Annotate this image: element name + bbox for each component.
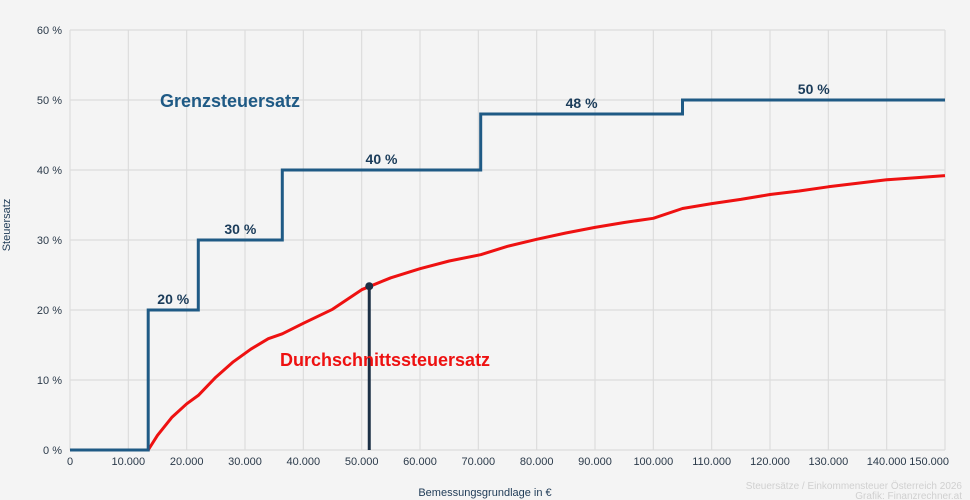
y-tick-label: 40 % [37, 165, 62, 177]
x-axis-ticks: 0 10.000 20.000 30.000 40.000 50.000 60.000 70.… [67, 456, 949, 468]
step-label: 48 % [566, 95, 598, 111]
average-tax-rate-line [70, 174, 946, 452]
step-labels: 20 % 30 % 40 % 48 % 50 % [157, 81, 830, 307]
x-tick-label: 10.000 [112, 456, 146, 468]
x-tick-label: 90.000 [578, 456, 612, 468]
step-label: 50 % [798, 81, 830, 97]
watermark-line-1: Steuersätze / Einkommensteuer Österreich… [746, 480, 963, 492]
x-tick-label: 140.000 [867, 456, 907, 468]
x-tick-label: 50.000 [345, 456, 379, 468]
y-tick-label: 10 % [37, 375, 62, 387]
x-tick-label: 30.000 [228, 456, 262, 468]
y-tick-label: 20 % [37, 305, 62, 317]
x-tick-label: 0 [67, 456, 73, 468]
step-label: 30 % [224, 221, 256, 237]
x-tick-label: 80.000 [520, 456, 554, 468]
series-label-durchschnittssteuersatz: Durchschnittssteuersatz [280, 350, 490, 370]
x-tick-label: 70.000 [462, 456, 496, 468]
x-tick-label: 20.000 [170, 456, 204, 468]
y-tick-label: 30 % [37, 235, 62, 247]
y-axis-ticks: 0 % 10 % 20 % 30 % 40 % 50 % 60 % [37, 25, 62, 457]
step-label: 20 % [157, 291, 189, 307]
step-label: 40 % [366, 151, 398, 167]
x-tick-label: 40.000 [287, 456, 321, 468]
x-tick-label: 110.000 [692, 456, 731, 468]
x-tick-label: 120.000 [750, 456, 790, 468]
y-axis-label: Steuersatz [1, 199, 13, 252]
series-label-grenzsteuersatz: Grenzsteuersatz [160, 91, 300, 111]
x-tick-label: 130.000 [808, 456, 848, 468]
marginal-tax-rate-step-line [70, 98, 945, 452]
y-tick-label: 50 % [37, 95, 62, 107]
y-tick-label: 60 % [37, 25, 62, 37]
y-tick-label: 0 % [43, 445, 62, 457]
x-tick-label: 150.000 [909, 456, 949, 468]
x-tick-label: 60.000 [403, 456, 437, 468]
x-tick-label: 100.000 [633, 456, 673, 468]
marker-point[interactable] [365, 282, 374, 291]
x-axis-label: Bemessungsgrundlage in € [418, 487, 551, 499]
watermark-line-2: Grafik: Finanzrechner.at [855, 491, 962, 500]
